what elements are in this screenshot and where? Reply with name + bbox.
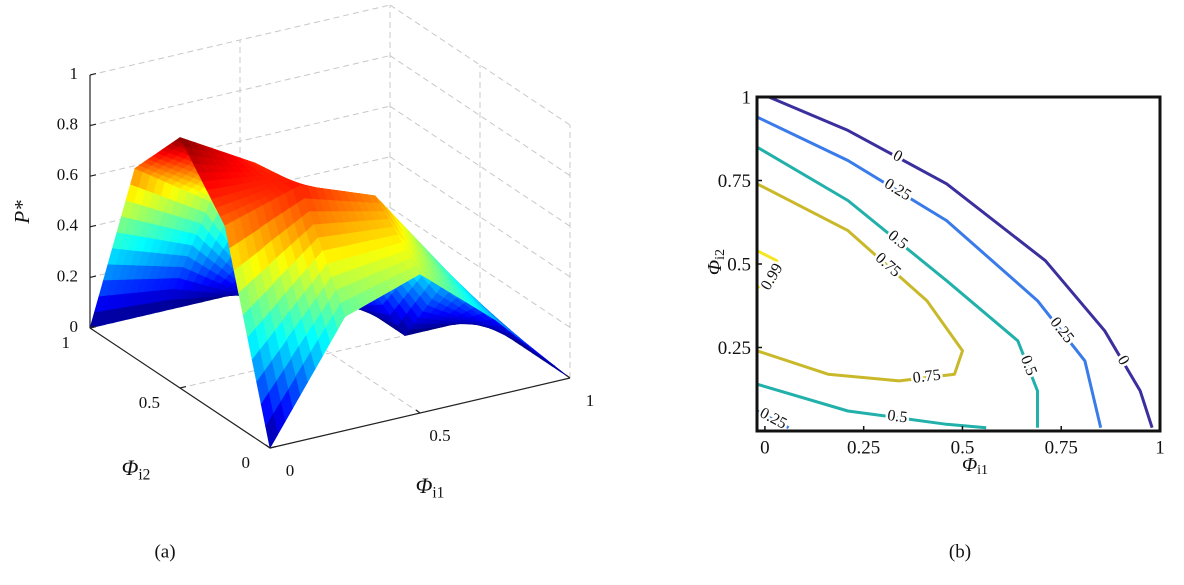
- grid-line: [389, 55, 571, 177]
- x-tick: [265, 444, 271, 449]
- z-tick: [89, 275, 97, 278]
- z-tick: [89, 73, 97, 76]
- surface-patch: [224, 221, 238, 249]
- x-axis-label-symbol: Φ: [962, 454, 977, 476]
- contour-line: [757, 182, 964, 383]
- y-tick-label: 0: [242, 453, 251, 472]
- grid-line: [179, 317, 481, 389]
- x-axis-label: Φi1: [416, 473, 445, 501]
- contour-label: 0.25: [881, 175, 914, 204]
- y-tick: [269, 446, 277, 449]
- contour-label: 0.25: [757, 405, 790, 433]
- x-tick-label: 0.5: [429, 426, 450, 445]
- contour-line: [768, 97, 1154, 429]
- y-axis-label-subscript: i2: [713, 249, 728, 260]
- contour-lines: [757, 97, 1154, 430]
- z-tick-label: 1: [70, 64, 79, 83]
- y-axis-label-subscript: i2: [138, 466, 150, 483]
- contour-line: [757, 249, 779, 289]
- z-tick: [89, 123, 97, 127]
- contour-line: [757, 115, 1103, 429]
- y-tick-label: 0.5: [139, 393, 160, 412]
- contour-label: 0: [890, 147, 905, 166]
- x-tick-label: 1: [586, 391, 595, 410]
- x-tick: [415, 409, 421, 414]
- x-tick-label: 0: [760, 437, 770, 458]
- caption-b: (b): [949, 541, 971, 562]
- z-tick-label: 0.6: [57, 165, 78, 184]
- grid-line: [389, 4, 571, 126]
- y-tick-label: 1: [742, 87, 752, 108]
- y-tick-label: 0.25: [718, 338, 751, 359]
- z-tick: [89, 224, 97, 228]
- y-axis-label: Φi2: [704, 249, 729, 275]
- x-axis-label-subscript: i1: [432, 484, 444, 501]
- y-tick: [89, 326, 97, 329]
- x-axis-label-symbol: Φ: [416, 473, 433, 498]
- x-tick-label: 0.25: [847, 437, 880, 458]
- contour-label: 0.5: [1017, 353, 1040, 378]
- x-tick-label: 1: [1155, 437, 1165, 458]
- grid-line: [389, 156, 571, 278]
- x-tick-label: 0.75: [1045, 437, 1078, 458]
- contour-label: 0.5: [886, 407, 908, 427]
- y-tick-label: 1: [62, 333, 71, 352]
- x-axis-label: Φi1: [962, 454, 988, 479]
- y-axis-label: Φi2: [122, 455, 151, 483]
- y-tick-label: 0.5: [727, 254, 751, 275]
- x-tick: [565, 374, 571, 379]
- z-tick: [89, 174, 97, 177]
- contour-label: 0: [1114, 353, 1133, 369]
- contour-label: 0.75: [912, 367, 942, 387]
- y-axis-label-symbol: Φ: [122, 455, 139, 480]
- x-tick-label: 0: [286, 461, 295, 480]
- x-axis-label-subscript: i1: [977, 463, 988, 478]
- y-axis-label-symbol: Φ: [704, 260, 726, 275]
- y-tick-label: 0.75: [718, 171, 751, 192]
- caption-a: (a): [154, 541, 175, 562]
- z-tick-label: 0: [70, 317, 79, 336]
- contour-line: [757, 145, 1039, 428]
- x-tick-label: 0.5: [951, 437, 975, 458]
- contour-line: [757, 409, 790, 430]
- z-tick-label: 0.4: [57, 216, 79, 235]
- contour-label: 0.99: [758, 261, 787, 294]
- y-tick: [179, 386, 187, 389]
- grid-line: [389, 105, 571, 227]
- z-axis-label: P*: [10, 200, 34, 225]
- grid-line: [389, 206, 571, 328]
- z-tick-label: 0.2: [57, 266, 78, 285]
- z-tick-label: 0.8: [57, 115, 78, 134]
- contour-line: [757, 382, 987, 430]
